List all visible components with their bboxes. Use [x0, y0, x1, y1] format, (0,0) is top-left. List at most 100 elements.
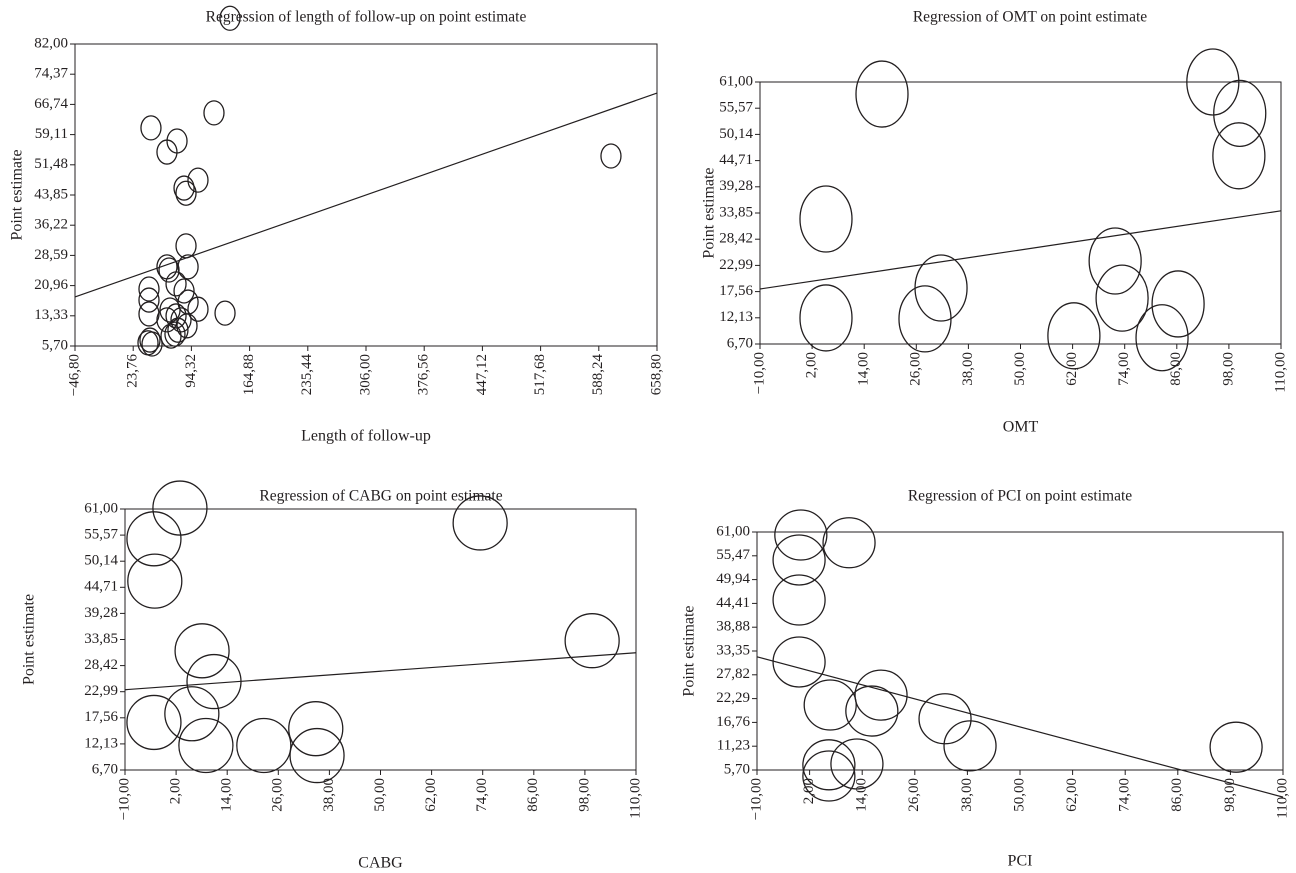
- plot-frame: [759, 81, 1282, 345]
- bubble: [854, 669, 908, 721]
- bubble: [126, 511, 182, 567]
- y-tick-label: 28,42: [719, 231, 753, 247]
- y-tick-label: 39,28: [84, 605, 118, 621]
- panel: Regression of length of follow-up on poi…: [9, 5, 664, 445]
- x-tick-label: 74,00: [1117, 778, 1133, 812]
- y-tick-label: 6,70: [727, 335, 753, 351]
- x-tick-label: −10,00: [116, 778, 132, 820]
- x-tick-label: 517,68: [532, 354, 548, 395]
- y-tick-label: 22,99: [719, 257, 753, 273]
- y-tick-label: 27,82: [716, 666, 750, 682]
- bubble: [138, 276, 160, 302]
- x-tick-label: 2,00: [168, 778, 184, 804]
- y-tick-label: 12,13: [719, 309, 753, 325]
- bubble: [127, 553, 183, 609]
- bubble: [1151, 270, 1205, 338]
- x-tick-label: 110,00: [1272, 352, 1288, 393]
- y-tick-label: 49,94: [716, 571, 750, 587]
- bubble: [177, 254, 199, 280]
- y-tick-label: 36,22: [34, 217, 68, 233]
- y-tick-label: 61,00: [716, 523, 750, 539]
- x-tick-label: 86,00: [1169, 778, 1185, 812]
- x-axis-title: PCI: [1008, 853, 1033, 870]
- bubble: [288, 701, 344, 757]
- x-tick-label: 658,80: [648, 354, 664, 395]
- bubble: [156, 307, 178, 333]
- trend-line: [756, 656, 1284, 798]
- x-tick-label: 98,00: [1222, 778, 1238, 812]
- bubble: [772, 636, 826, 688]
- y-tick-label: 55,57: [719, 100, 753, 116]
- x-tick-label: −10,00: [748, 778, 764, 820]
- x-axis-title: CABG: [358, 855, 403, 872]
- y-axis-title: Point estimate: [681, 605, 698, 696]
- y-tick-label: 74,37: [34, 66, 68, 82]
- x-tick-label: 306,00: [357, 354, 373, 395]
- x-tick-label: 98,00: [576, 778, 592, 812]
- bubble: [175, 233, 197, 259]
- plot-frame: [124, 508, 637, 771]
- bubble: [943, 720, 997, 772]
- y-tick-label: 61,00: [719, 73, 753, 89]
- x-tick-label: 38,00: [321, 778, 337, 812]
- y-tick-label: 33,85: [84, 631, 118, 647]
- x-tick-label: −46,80: [66, 354, 82, 396]
- y-tick-label: 28,42: [84, 657, 118, 673]
- bubble: [173, 175, 195, 201]
- panel: Regression of PCI on point estimate PCI Po…: [681, 488, 1291, 870]
- bubble: [845, 685, 899, 737]
- x-tick-label: 74,00: [474, 778, 490, 812]
- bubble: [772, 574, 826, 626]
- y-tick-label: 39,28: [719, 178, 753, 194]
- bubble: [138, 301, 160, 327]
- y-tick-label: 17,56: [84, 709, 118, 725]
- y-tick-label: 43,85: [34, 186, 68, 202]
- chart-title: Regression of length of follow-up on poi…: [206, 9, 527, 26]
- y-axis-title: Point estimate: [9, 149, 26, 240]
- bubble: [564, 613, 620, 669]
- bubble: [137, 330, 159, 356]
- x-tick-label: 26,00: [906, 778, 922, 812]
- x-axis-title: Length of follow-up: [301, 428, 431, 445]
- x-tick-label: 98,00: [1220, 352, 1236, 386]
- y-tick-label: 16,76: [716, 714, 750, 730]
- bubble: [799, 284, 853, 352]
- plot-frame: [756, 531, 1284, 771]
- x-tick-label: 164,88: [241, 354, 257, 395]
- x-tick-label: 50,00: [1011, 778, 1027, 812]
- trend-line: [124, 652, 637, 691]
- bubble: [918, 693, 972, 745]
- bubble: [1212, 122, 1266, 190]
- bubble: [236, 717, 292, 774]
- bubble: [1047, 302, 1101, 370]
- y-tick-label: 38,88: [716, 619, 750, 635]
- bubble: [139, 327, 161, 353]
- y-tick-label: 5,70: [724, 761, 750, 777]
- bubble: [774, 509, 828, 561]
- y-tick-label: 44,71: [719, 152, 753, 168]
- bubble: [165, 303, 187, 329]
- x-tick-label: 38,00: [960, 352, 976, 386]
- bubble: [772, 534, 826, 586]
- bubble: [167, 317, 189, 343]
- y-tick-label: 5,70: [42, 337, 68, 353]
- y-tick-label: 61,00: [84, 500, 118, 516]
- x-tick-label: 38,00: [959, 778, 975, 812]
- x-tick-label: 376,56: [416, 354, 432, 396]
- bubble: [126, 694, 182, 751]
- bubble: [187, 296, 209, 322]
- x-tick-label: 110,00: [627, 778, 643, 819]
- bubble: [1095, 264, 1149, 332]
- x-tick-label: −10,00: [751, 352, 767, 394]
- bubble: [173, 278, 195, 304]
- bubble: [164, 321, 186, 347]
- x-tick-label: 110,00: [1274, 778, 1290, 819]
- y-tick-label: 20,96: [34, 277, 68, 293]
- y-tick-label: 50,14: [84, 553, 118, 569]
- bubble: [187, 167, 209, 193]
- y-axis-title: Point estimate: [21, 594, 38, 685]
- bubble: [178, 717, 234, 774]
- bubble: [165, 271, 187, 297]
- x-tick-label: 14,00: [856, 352, 872, 386]
